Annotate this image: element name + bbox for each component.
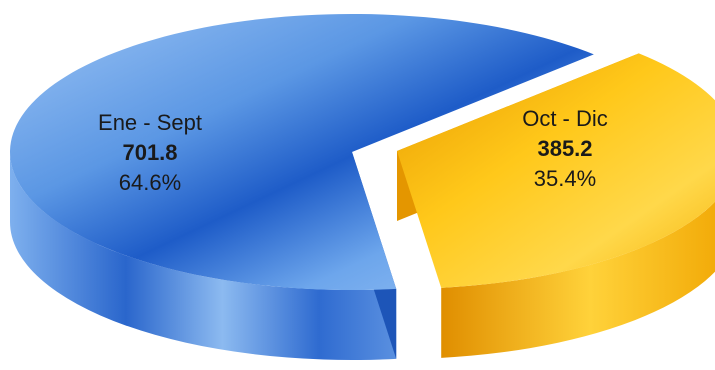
- slice-top: [10, 14, 594, 291]
- slice-top: [397, 53, 715, 288]
- slice-side: [441, 201, 715, 358]
- slice-percent: 64.6%: [118, 170, 182, 195]
- slice-percent: 35.4%: [533, 166, 597, 191]
- slice-side: [10, 152, 397, 361]
- slice-label-oct-dic: Oct - Dic 385.2 35.4%: [490, 104, 640, 194]
- slice-name: Oct - Dic: [522, 106, 608, 131]
- slice-name: Ene - Sept: [98, 110, 202, 135]
- slice-oct-dic: [397, 53, 715, 358]
- slice-label-ene-sept: Ene - Sept 701.8 64.6%: [60, 108, 240, 198]
- slice-value: 385.2: [537, 136, 593, 161]
- slice-value: 701.8: [122, 140, 178, 165]
- slice-ene-sept: [10, 14, 594, 361]
